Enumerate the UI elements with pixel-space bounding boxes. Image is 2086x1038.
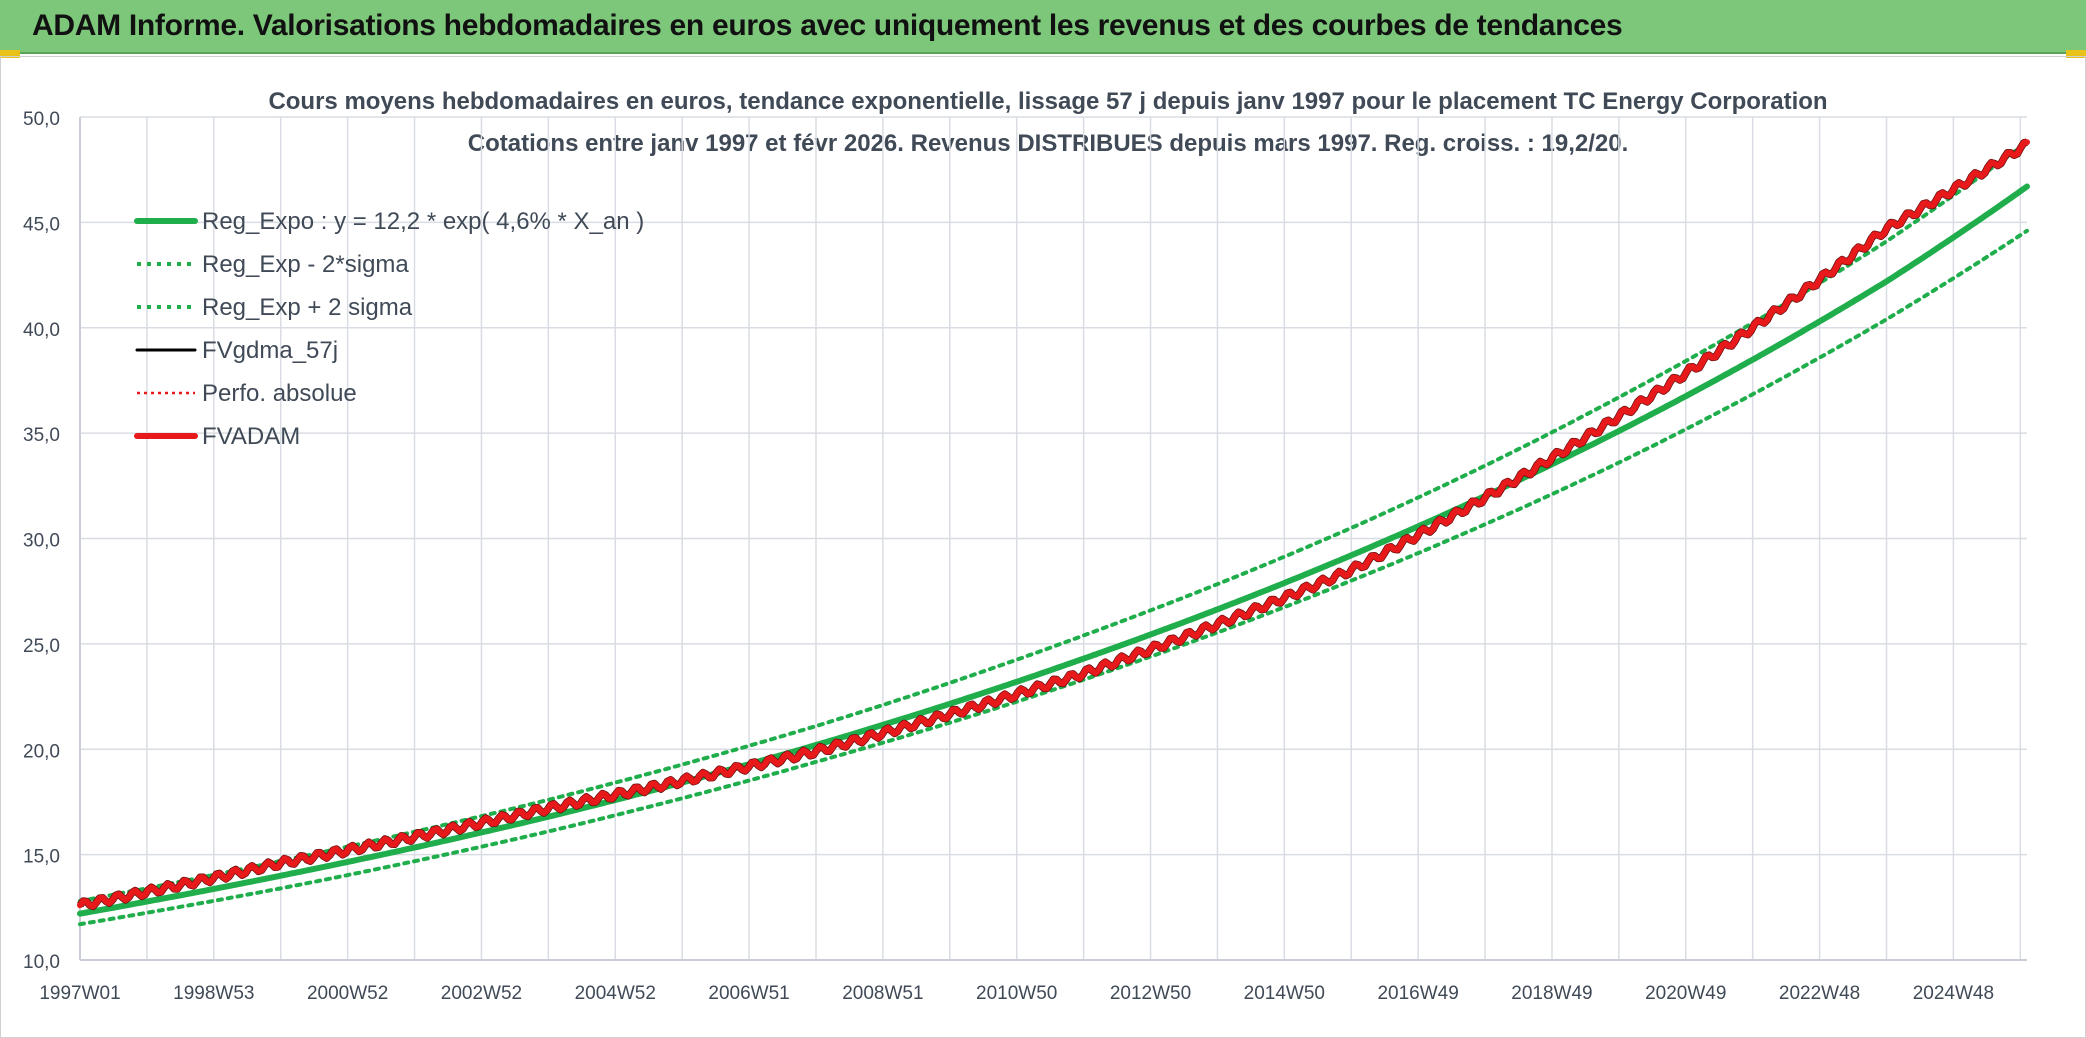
x-tick-label: 2014W50 (1244, 983, 1325, 1004)
y-tick-label: 25,0 (23, 636, 60, 657)
x-tick-label: 2008W51 (842, 983, 923, 1004)
x-tick-label: 1998W53 (173, 983, 254, 1004)
x-tick-label: 2018W49 (1511, 983, 1592, 1004)
x-tick-label: 2012W50 (1110, 983, 1191, 1004)
legend-label: FVADAM (202, 423, 300, 450)
legend-label: Reg_Exp - 2*sigma (202, 251, 409, 278)
corner-mark-left (0, 50, 20, 58)
report-banner: ADAM Informe. Valorisations hebdomadaire… (0, 0, 2086, 54)
x-tick-label: 2020W49 (1645, 983, 1726, 1004)
series-line (77, 139, 2030, 910)
axes: 10,0 15,0 20,0 25,0 30,0 35,0 40,0 45,0 50,0 1997… (23, 109, 2027, 1004)
series-line (77, 183, 2030, 917)
corner-mark-right (2066, 50, 2086, 58)
y-tick-label: 45,0 (23, 214, 60, 235)
y-tick-label: 50,0 (23, 109, 60, 130)
y-tick-label: 10,0 (23, 952, 60, 973)
series-line (78, 228, 2029, 927)
x-tick-label: 2016W49 (1377, 983, 1458, 1004)
grid (79, 116, 2027, 961)
chart-title: Cours moyens hebdomadaires en euros, ten… (268, 88, 1827, 115)
x-tick-label: 2010W50 (976, 983, 1057, 1004)
y-tick-label: 15,0 (23, 847, 60, 868)
x-tick-label: 2022W48 (1779, 983, 1860, 1004)
legend-label: FVgdma_57j (202, 337, 338, 364)
x-tick-label: 2004W52 (575, 983, 656, 1004)
x-tick-label: 2024W48 (1913, 983, 1994, 1004)
y-tick-label: 20,0 (23, 741, 60, 762)
legend-label: Reg_Exp + 2 sigma (202, 294, 413, 321)
legend: Reg_Expo : y = 12,2 * exp( 4,6% * X_an )… (134, 208, 644, 450)
y-tick-label: 30,0 (23, 531, 60, 552)
legend-label: Perfo. absolue (202, 380, 357, 407)
legend-label: Reg_Expo : y = 12,2 * exp( 4,6% * X_an ) (202, 208, 644, 235)
x-tick-label: 2000W52 (307, 983, 388, 1004)
y-tick-label: 35,0 (23, 425, 60, 446)
x-tick-label: 2002W52 (441, 983, 522, 1004)
x-tick-label: 2006W51 (708, 983, 789, 1004)
report-title: ADAM Informe. Valorisations hebdomadaire… (32, 9, 1623, 42)
plot-area (77, 138, 2030, 927)
x-tick-label: 1997W01 (39, 983, 120, 1004)
chart-subtitle: Cotations entre janv 1997 et févr 2026. … (468, 130, 1629, 157)
y-tick-label: 40,0 (23, 320, 60, 341)
